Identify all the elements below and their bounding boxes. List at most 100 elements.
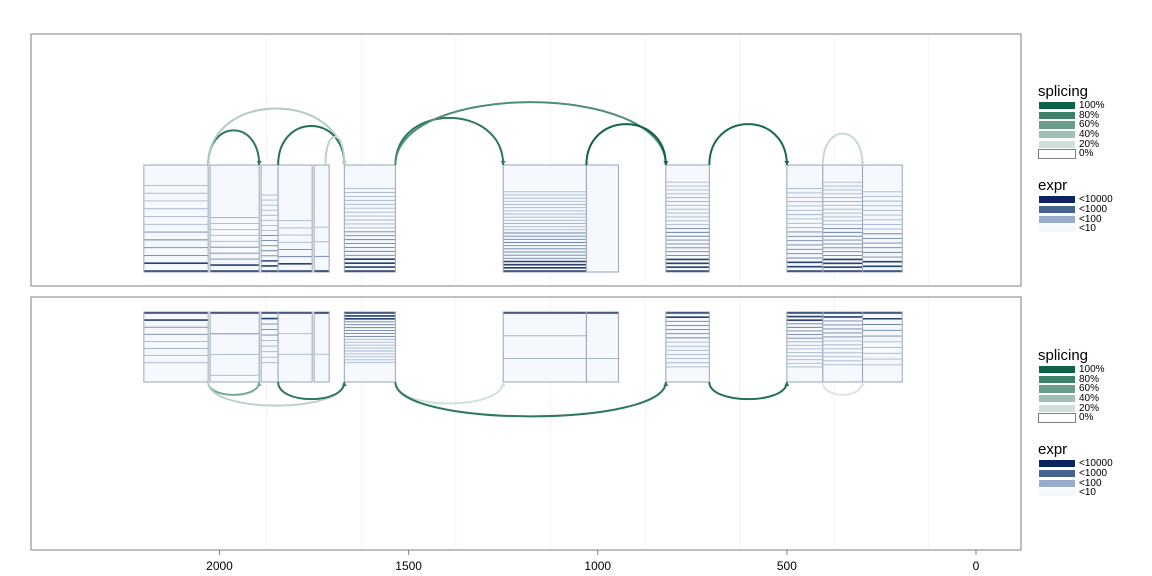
panel-1-border	[30, 33, 1022, 287]
legend-key	[1038, 101, 1076, 111]
junction-arrow	[256, 161, 262, 165]
legend-key	[1038, 413, 1076, 423]
exon-block	[209, 311, 260, 383]
legend-label: 20%	[1079, 402, 1100, 414]
legend-entry: <1000	[1038, 468, 1107, 479]
legend-panel-2: splicing 100% 80% 60% 40% 20% 0% expr <10000 <…	[1038, 347, 1113, 498]
exon-block	[665, 164, 710, 273]
exon-rect	[209, 164, 260, 273]
legend-entry: 80%	[1038, 110, 1099, 121]
legend-label: <10	[1079, 223, 1096, 235]
x-tick-label: 0	[973, 559, 980, 573]
exon-rect	[862, 311, 903, 383]
legend-label: <1000	[1079, 467, 1108, 479]
legend-label: <10000	[1079, 194, 1113, 206]
x-tick-label: 1500	[395, 559, 422, 573]
gridlines	[266, 35, 930, 549]
splice-junction-arc	[277, 381, 346, 401]
exon-block	[209, 164, 260, 273]
exon-rect	[313, 164, 330, 273]
expr-legend-title: expr	[1038, 441, 1068, 459]
splicing-legend: 100% 80% 60% 40% 20% 0%	[1038, 364, 1105, 423]
exon-block	[277, 164, 313, 273]
junction-arrow	[784, 161, 790, 165]
legend-key	[1038, 384, 1076, 394]
legend-label: <1000	[1079, 203, 1108, 215]
splice-junction-arc	[585, 123, 667, 166]
exon-block	[502, 311, 587, 383]
legend-label: <10000	[1079, 458, 1113, 470]
exon-rect	[862, 164, 903, 273]
legend-key	[1038, 120, 1076, 130]
x-axis: 2000 1500 1000 500 0	[206, 550, 980, 573]
legend-key	[1038, 130, 1076, 140]
exon-rect	[277, 164, 313, 273]
exon-block	[277, 311, 313, 383]
legend-key	[1038, 488, 1076, 498]
legend-panel-1: splicing 100% 80% 60% 40% 20% 0% expr <10000 <…	[1038, 83, 1113, 234]
legend-key	[1038, 365, 1076, 375]
exon-block	[786, 164, 824, 273]
splice-junction-arc	[394, 101, 667, 166]
legend-key	[1038, 374, 1076, 384]
junction-arrow	[500, 382, 506, 386]
x-tick-label: 1000	[584, 559, 611, 573]
exon-rect	[313, 311, 330, 383]
legend-label: 0%	[1079, 148, 1094, 160]
exon-rect	[585, 164, 620, 273]
legend-entry: 40%	[1038, 393, 1099, 404]
legend-label: <100	[1079, 477, 1102, 489]
legend-label: 0%	[1079, 412, 1094, 424]
legend-entry: <10000	[1038, 458, 1113, 469]
legend-entry: <100	[1038, 214, 1102, 225]
exon-rect	[143, 164, 209, 273]
exon-block	[143, 164, 209, 273]
exon-block	[343, 164, 396, 273]
legend-label: 40%	[1079, 129, 1100, 141]
junction-arrow	[341, 382, 347, 386]
legend-label: 80%	[1079, 109, 1100, 121]
splice-junction-arc	[277, 125, 346, 166]
splice-junction-arc	[821, 381, 864, 396]
exon-block	[822, 164, 864, 273]
junction-arrow	[860, 161, 866, 165]
expr-legend-title: expr	[1038, 177, 1068, 195]
junction-arrow	[860, 382, 866, 386]
junction-arrow	[341, 161, 347, 165]
exon-block	[313, 311, 330, 383]
exon-rect	[143, 311, 209, 383]
exon-rect	[822, 164, 864, 273]
legend-key	[1038, 403, 1076, 413]
legend-key	[1038, 149, 1076, 159]
exon-block	[343, 311, 396, 383]
legend-key	[1038, 459, 1076, 469]
legend-entry: 20%	[1038, 139, 1099, 150]
splice-junction-arc	[708, 123, 788, 166]
legend-entry: 0%	[1038, 412, 1093, 423]
exon-rect	[822, 311, 864, 383]
legend-key	[1038, 110, 1076, 120]
exon-block	[502, 164, 587, 273]
legend-entry: 60%	[1038, 119, 1099, 130]
junction-arrow	[256, 382, 262, 386]
exon-block	[786, 311, 824, 383]
legend-key	[1038, 204, 1076, 214]
legend-label: <10	[1079, 487, 1096, 499]
exon-rect	[343, 164, 396, 273]
splice-junction-arc	[324, 135, 346, 166]
exon-rect	[209, 311, 260, 383]
junction-arrow	[663, 161, 669, 165]
panel-1	[143, 101, 903, 273]
exon-rect	[786, 164, 824, 273]
junction-arrow	[784, 382, 790, 386]
junction-arrow	[500, 161, 506, 165]
exon-block	[260, 164, 279, 273]
exon-rect	[260, 311, 279, 383]
legend-entry: 20%	[1038, 403, 1099, 414]
splicing-legend-title: splicing	[1038, 347, 1089, 364]
expr-legend: <10000 <1000 <100 <10	[1038, 194, 1113, 234]
legend-label: 40%	[1079, 393, 1100, 405]
legend-entry: <100	[1038, 478, 1102, 489]
legend-label: 60%	[1079, 119, 1100, 131]
